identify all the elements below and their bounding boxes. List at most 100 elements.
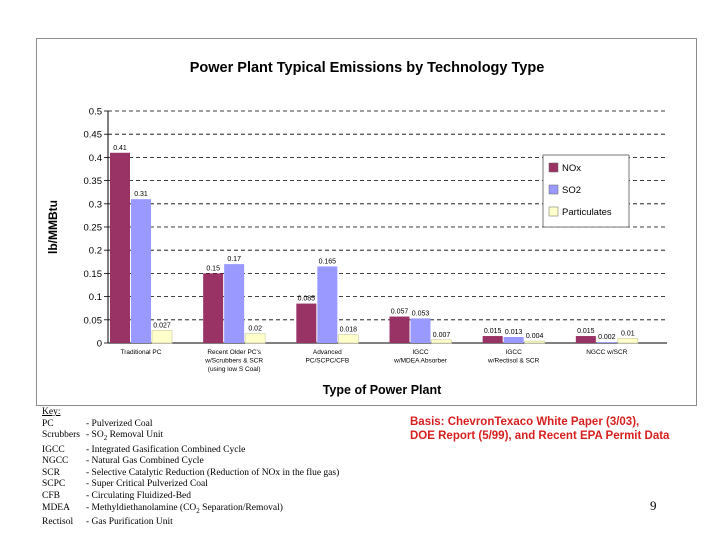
key-row: CFB - Circulating Fluidized-Bed [42, 491, 422, 503]
y-tick-label: 0.2 [89, 246, 102, 257]
y-tick-label: 0.25 [84, 223, 103, 234]
bar-particulates [151, 330, 173, 344]
bar-nox [575, 336, 596, 343]
key-desc: - Integrated Gasification Combined Cycle [86, 444, 246, 455]
key-row: Scrubbers - SO2 Removal Unit [42, 430, 422, 444]
bar-particulates [524, 340, 545, 344]
legend-label: Particulates [562, 207, 612, 218]
abbreviation-key: Key: PC - Pulverized Coal Scrubbers - SO2 R… [42, 407, 422, 529]
x-category-label: Recent Older PC's [207, 349, 261, 356]
bar-so2 [131, 199, 151, 343]
bar-value-label: 0.165 [319, 258, 337, 265]
bar-value-label: 0.085 [298, 296, 316, 303]
bar-so2 [317, 266, 338, 343]
y-tick-label: 0.35 [84, 176, 103, 187]
bar-value-label: 0.015 [577, 328, 595, 335]
y-tick-label: 0.3 [89, 199, 102, 210]
x-category-label: Advanced [313, 349, 342, 356]
x-category-label: (using low S Coal) [208, 366, 261, 373]
key-desc: - Selective Catalytic Reduction (Reducti… [86, 467, 340, 478]
key-row: SCPC - Super Critical Pulverized Coal [42, 479, 422, 491]
bar-value-label: 0.027 [153, 322, 171, 329]
legend-swatch-nox [548, 162, 559, 173]
key-abbr: IGCC [42, 444, 65, 455]
bar-value-label: 0.31 [134, 191, 148, 198]
bar-nox [296, 303, 317, 343]
bar-nox [110, 152, 130, 343]
legend-label: NOx [562, 163, 581, 174]
key-title: Key: [42, 407, 61, 417]
y-tick-label: 0 [97, 339, 102, 350]
key-abbr: Rectisol [42, 517, 74, 528]
basis-line-2: DOE Report (5/99), and Recent EPA Permit… [410, 429, 670, 442]
bar-value-label: 0.013 [505, 329, 523, 336]
bar-value-label: 0.15 [206, 265, 220, 272]
bar-particulates [431, 339, 452, 344]
legend-swatch-so2 [548, 184, 559, 195]
bar-value-label: 0.057 [391, 309, 409, 316]
chart-title: Power Plant Typical Emissions by Technol… [190, 60, 545, 76]
bar-so2 [596, 342, 617, 343]
y-tick-label: 0.05 [84, 315, 103, 326]
x-category-label: w/Scrubbers & SCR [204, 358, 263, 365]
bar-value-label: 0.17 [227, 256, 241, 263]
y-tick-label: 0.15 [84, 269, 103, 280]
key-desc: - Natural Gas Combined Cycle [86, 456, 204, 467]
key-abbr: CFB [42, 491, 60, 502]
y-tick-label: 0.5 [89, 107, 102, 118]
x-category-label: w/Rectisol & SCR [487, 358, 540, 365]
x-category-label: NGCC w/SCR [586, 349, 627, 356]
key-desc: - Methyldiethanolamine (CO2 Separation/R… [86, 502, 283, 515]
emissions-chart: Power Plant Typical Emissions by Technol… [46, 60, 667, 397]
bar-value-label: 0.053 [412, 310, 430, 317]
bar-value-label: 0.002 [598, 334, 616, 341]
bar-particulates [338, 334, 359, 344]
bar-value-label: 0.007 [433, 332, 451, 339]
legend-swatch-particulates [548, 206, 559, 217]
data-basis-note: Basis: ChevronTexaco White Paper (3/03),… [410, 416, 700, 443]
key-row: SCR - Selective Catalytic Reduction (Redu… [42, 468, 422, 480]
key-row: PC - Pulverized Coal [42, 419, 422, 431]
key-desc: - SO2 Removal Unit [86, 430, 164, 443]
bar-so2 [503, 336, 524, 343]
x-category-label: IGCC [506, 349, 523, 356]
chart-frame: Power Plant Typical Emissions by Technol… [36, 38, 697, 406]
legend-label: SO2 [562, 185, 581, 196]
x-category-label: w/MDEA Absorber [393, 358, 448, 365]
bar-value-label: 0.015 [484, 328, 502, 335]
bar-particulates [617, 338, 639, 344]
bar-so2 [410, 318, 431, 343]
key-abbr: MDEA [42, 502, 70, 513]
key-abbr: SCPC [42, 479, 66, 490]
y-axis-label: lb/MMBtu [46, 200, 60, 254]
key-row: IGCC - Integrated Gasification Combined C… [42, 445, 422, 457]
basis-line-1: Basis: ChevronTexaco White Paper (3/03), [410, 416, 640, 428]
bar-nox [203, 273, 224, 343]
x-category-label: IGCC [412, 349, 429, 356]
bar-nox [482, 336, 503, 343]
bar-value-label: 0.41 [113, 145, 127, 152]
bar-value-label: 0.018 [340, 327, 358, 334]
y-tick-label: 0.45 [84, 130, 103, 141]
bar-value-label: 0.01 [621, 330, 635, 337]
key-desc: - Pulverized Coal [86, 418, 153, 429]
bar-particulates [244, 333, 266, 344]
y-tick-label: 0.1 [89, 292, 102, 303]
x-category-label: PC/SCPC/CFB [305, 358, 349, 365]
key-desc: - Gas Purification Unit [86, 517, 173, 528]
key-row: MDEA - Methyldiethanolamine (CO2 Separati… [42, 503, 422, 517]
key-abbr: SCR [42, 467, 60, 478]
key-abbr: Scrubbers [42, 430, 80, 441]
x-axis-label: Type of Power Plant [323, 383, 442, 397]
key-abbr: PC [42, 418, 54, 429]
key-abbr: NGCC [42, 456, 69, 467]
bar-so2 [224, 264, 245, 343]
bar-value-label: 0.02 [248, 326, 262, 333]
x-category-label: Traditional PC [121, 349, 162, 356]
bar-value-label: 0.004 [526, 333, 544, 340]
bar-nox [389, 316, 410, 343]
y-tick-label: 0.4 [89, 153, 102, 164]
key-desc: - Circulating Fluidized-Bed [86, 491, 192, 502]
page-number: 9 [650, 498, 657, 513]
key-desc: - Super Critical Pulverized Coal [86, 479, 208, 490]
